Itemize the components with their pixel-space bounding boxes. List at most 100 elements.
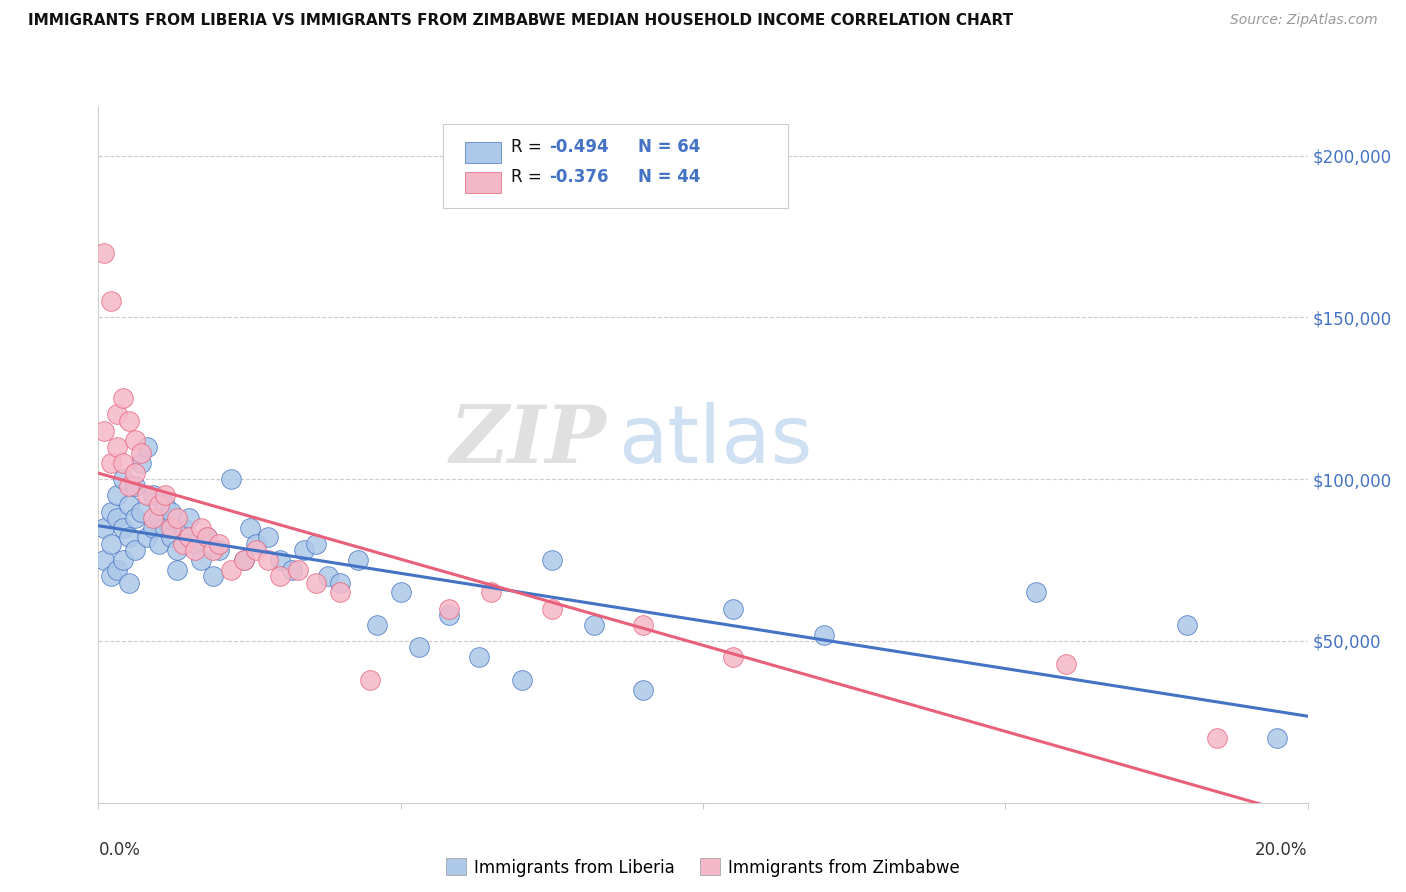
Point — [305, 575, 328, 590]
Point — [1054, 657, 1077, 671]
Text: ZIP: ZIP — [450, 402, 606, 480]
Point — [172, 537, 194, 551]
Text: N = 44: N = 44 — [638, 168, 700, 186]
Point — [256, 531, 278, 545]
Point — [190, 553, 212, 567]
Point — [124, 543, 146, 558]
Point — [111, 392, 134, 406]
Point — [153, 521, 176, 535]
Point — [256, 553, 278, 567]
Point — [124, 466, 146, 480]
Point — [389, 585, 412, 599]
Point — [360, 673, 382, 687]
Point — [148, 537, 170, 551]
Point — [100, 504, 122, 518]
Point — [631, 617, 654, 632]
Point — [1024, 585, 1046, 599]
Point — [208, 543, 231, 558]
Point — [723, 601, 745, 615]
Point — [202, 543, 225, 558]
Point — [153, 488, 176, 502]
Point — [166, 511, 188, 525]
Point — [105, 511, 128, 525]
Point — [118, 531, 141, 545]
Point — [723, 650, 745, 665]
Point — [160, 521, 183, 535]
Point — [329, 575, 352, 590]
Point — [100, 294, 122, 309]
Point — [813, 627, 835, 641]
Text: 20.0%: 20.0% — [1256, 841, 1308, 859]
Text: N = 64: N = 64 — [638, 137, 700, 156]
Point — [631, 682, 654, 697]
Point — [111, 521, 134, 535]
Point — [105, 488, 128, 502]
Point — [287, 563, 309, 577]
Point — [160, 531, 183, 545]
Point — [316, 569, 339, 583]
Point — [93, 553, 115, 567]
Point — [510, 673, 533, 687]
Point — [408, 640, 430, 655]
Point — [124, 511, 146, 525]
Point — [148, 498, 170, 512]
Point — [179, 531, 201, 545]
Point — [269, 553, 291, 567]
Point — [111, 456, 134, 470]
Point — [93, 245, 115, 260]
Point — [142, 521, 165, 535]
Point — [105, 408, 128, 422]
Point — [124, 434, 146, 448]
Point — [245, 543, 267, 558]
Point — [481, 585, 503, 599]
Point — [111, 472, 134, 486]
Point — [166, 563, 188, 577]
Point — [118, 478, 141, 492]
Point — [135, 440, 157, 454]
Point — [172, 521, 194, 535]
Point — [329, 585, 352, 599]
Point — [221, 563, 243, 577]
Point — [281, 563, 304, 577]
Point — [129, 504, 152, 518]
Point — [366, 617, 388, 632]
Point — [135, 488, 157, 502]
Point — [105, 440, 128, 454]
Point — [111, 553, 134, 567]
Point — [153, 498, 176, 512]
Point — [93, 424, 115, 438]
Point — [269, 569, 291, 583]
Point — [135, 531, 157, 545]
Point — [540, 601, 562, 615]
Point — [100, 569, 122, 583]
Point — [221, 472, 243, 486]
Point — [468, 650, 491, 665]
Point — [540, 553, 562, 567]
Point — [437, 608, 460, 623]
Legend: Immigrants from Liberia, Immigrants from Zimbabwe: Immigrants from Liberia, Immigrants from… — [437, 850, 969, 885]
Point — [195, 531, 218, 545]
Point — [305, 537, 328, 551]
Text: R =: R = — [510, 137, 547, 156]
Point — [239, 521, 262, 535]
Text: -0.494: -0.494 — [550, 137, 609, 156]
Point — [179, 511, 201, 525]
Point — [208, 537, 231, 551]
Point — [583, 617, 606, 632]
Point — [118, 498, 141, 512]
Text: -0.376: -0.376 — [550, 168, 609, 186]
Text: Source: ZipAtlas.com: Source: ZipAtlas.com — [1230, 13, 1378, 28]
Point — [148, 511, 170, 525]
Point — [124, 478, 146, 492]
Point — [190, 521, 212, 535]
Point — [1175, 617, 1198, 632]
Point — [195, 531, 218, 545]
Point — [93, 521, 115, 535]
Point — [160, 504, 183, 518]
Point — [184, 543, 207, 558]
Point — [1206, 731, 1229, 745]
Point — [245, 537, 267, 551]
Point — [129, 456, 152, 470]
Point — [347, 553, 370, 567]
Text: atlas: atlas — [619, 402, 813, 480]
